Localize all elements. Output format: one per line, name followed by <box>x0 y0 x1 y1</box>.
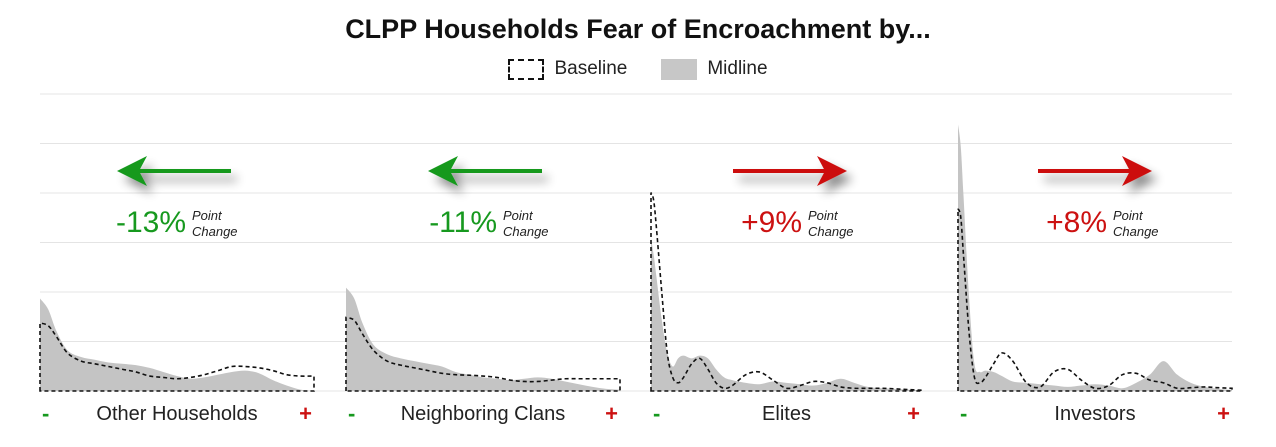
left-arrow-icon <box>117 156 231 186</box>
change-caption-line1: Point <box>808 208 839 223</box>
axis-low-marker: - <box>653 401 660 426</box>
change-value: -13% <box>116 206 186 239</box>
baseline-line <box>957 208 1233 392</box>
axis-high-marker: + <box>907 401 920 426</box>
arrow-head <box>428 156 458 186</box>
baseline-line <box>39 321 315 392</box>
arrow-head <box>1122 156 1152 186</box>
grid-lines <box>40 93 1232 392</box>
change-caption-line2: Change <box>192 224 238 239</box>
legend-label-midline: Midline <box>707 58 768 79</box>
right-arrow-icon <box>1038 156 1152 186</box>
legend-swatch-midline <box>661 58 698 80</box>
axis-low-marker: - <box>42 401 49 426</box>
panel-label: Investors <box>1054 403 1135 425</box>
right-arrow-icon <box>733 156 847 186</box>
legend-swatch-baseline <box>508 58 545 80</box>
legend-item-baseline: Baseline <box>508 58 627 80</box>
axis-high-marker: + <box>299 401 312 426</box>
panel-label: Elites <box>762 403 811 425</box>
change-value: +8% <box>1046 206 1107 239</box>
change-caption-line1: Point <box>1113 208 1144 223</box>
axis-low-marker: - <box>348 401 355 426</box>
legend-label-baseline: Baseline <box>554 58 628 79</box>
arrow-head <box>117 156 147 186</box>
change-caption-line2: Change <box>808 224 854 239</box>
axis-high-marker: + <box>1217 401 1230 426</box>
change-value: +9% <box>741 206 802 239</box>
change-caption-line1: Point <box>192 208 223 223</box>
change-caption-line2: Change <box>503 224 549 239</box>
arrow-head <box>817 156 847 186</box>
panel-label: Other Households <box>96 403 257 425</box>
change-caption-line1: Point <box>503 208 534 223</box>
axis-high-marker: + <box>605 401 618 426</box>
panel-label: Neighboring Clans <box>401 403 566 425</box>
chart-title: CLPP Households Fear of Encroachment by.… <box>345 14 931 44</box>
baseline-line <box>650 192 923 392</box>
axis-low-marker: - <box>960 401 967 426</box>
left-arrow-icon <box>428 156 542 186</box>
legend-item-midline: Midline <box>661 58 768 80</box>
midline-area <box>40 298 314 391</box>
midline-area <box>651 238 922 391</box>
midline-area <box>346 287 620 391</box>
change-value: -11% <box>429 206 497 239</box>
midline-area <box>958 124 1232 391</box>
legend: Baseline Midline <box>0 58 1276 80</box>
baseline-line <box>345 316 621 392</box>
change-caption-line2: Change <box>1113 224 1159 239</box>
